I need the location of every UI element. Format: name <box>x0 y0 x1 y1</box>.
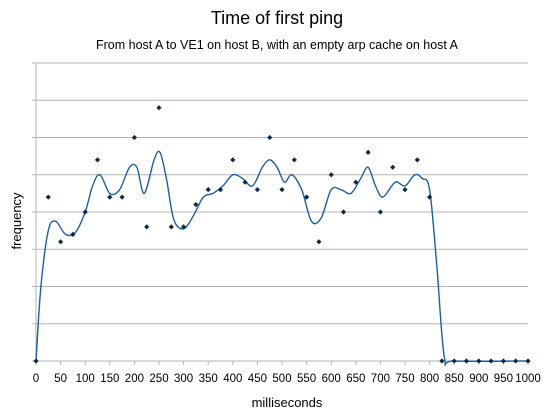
x-tick-label: 850 <box>445 373 464 385</box>
x-tick-label: 300 <box>174 373 193 385</box>
data-point <box>94 157 101 163</box>
x-tick-label: 750 <box>395 373 414 385</box>
data-point <box>168 224 174 230</box>
data-point <box>488 358 494 364</box>
x-tick-label: 350 <box>199 373 218 385</box>
data-point <box>513 358 519 364</box>
data-point <box>390 164 396 170</box>
data-point <box>119 194 125 200</box>
gridlines <box>32 62 528 362</box>
x-tick-label: 1000 <box>515 373 541 385</box>
data-point <box>156 105 162 111</box>
data-point <box>402 187 408 193</box>
data-point <box>230 157 236 163</box>
data-point <box>279 187 285 193</box>
x-tick-label: 150 <box>100 373 119 385</box>
data-point <box>107 194 113 200</box>
chart-subtitle: From host A to VE1 on host B, with an em… <box>96 38 459 52</box>
data-point <box>58 239 64 245</box>
smoothed-series <box>35 150 529 366</box>
data-point <box>181 224 187 230</box>
data-point <box>427 194 433 200</box>
x-tick-label: 900 <box>469 373 488 385</box>
x-tick-label: 650 <box>346 373 365 385</box>
data-point <box>414 157 420 163</box>
data-point <box>451 358 457 364</box>
x-axis-label: milliseconds <box>252 395 323 410</box>
chart-title: Time of first ping <box>211 8 343 28</box>
data-point <box>291 157 297 163</box>
x-tick-label: 400 <box>223 373 242 385</box>
data-point <box>328 172 334 178</box>
x-tick-label: 100 <box>76 373 95 385</box>
data-point <box>439 358 445 364</box>
data-point <box>70 231 76 237</box>
data-point <box>254 187 260 193</box>
data-point <box>45 194 51 200</box>
x-tick-labels: 0 50 100 150 200 250 300 350 400 450 500 550 600 650 7… <box>33 361 541 385</box>
x-tick-label: 0 <box>33 373 39 385</box>
data-point <box>242 179 248 185</box>
x-tick-label: 250 <box>149 373 168 385</box>
x-tick-label: 700 <box>371 373 390 385</box>
x-tick-label: 500 <box>272 373 291 385</box>
data-point <box>193 201 199 208</box>
data-point <box>463 358 470 364</box>
data-point <box>304 194 310 200</box>
data-point <box>316 239 322 245</box>
data-point <box>33 358 39 364</box>
x-tick-label: 550 <box>297 373 316 385</box>
data-point <box>144 224 150 230</box>
smoothed-line <box>35 150 529 366</box>
data-point <box>525 358 531 364</box>
data-point <box>82 209 88 215</box>
y-axis-label: frequency <box>9 192 24 250</box>
data-point <box>500 358 506 364</box>
x-tick-label: 950 <box>494 373 513 385</box>
x-tick-label: 450 <box>248 373 267 385</box>
data-point <box>353 179 359 185</box>
data-points <box>33 105 531 364</box>
data-point <box>131 134 137 141</box>
x-tick-label: 800 <box>420 373 439 385</box>
x-tick-label: 200 <box>125 373 144 385</box>
x-tick-label: 50 <box>54 373 67 385</box>
data-point <box>267 134 273 141</box>
data-point <box>365 149 371 155</box>
x-tick-label: 600 <box>322 373 341 385</box>
data-point <box>205 187 211 193</box>
data-point <box>217 187 224 193</box>
data-point <box>476 358 482 364</box>
data-point <box>340 209 347 215</box>
data-point <box>377 209 383 215</box>
